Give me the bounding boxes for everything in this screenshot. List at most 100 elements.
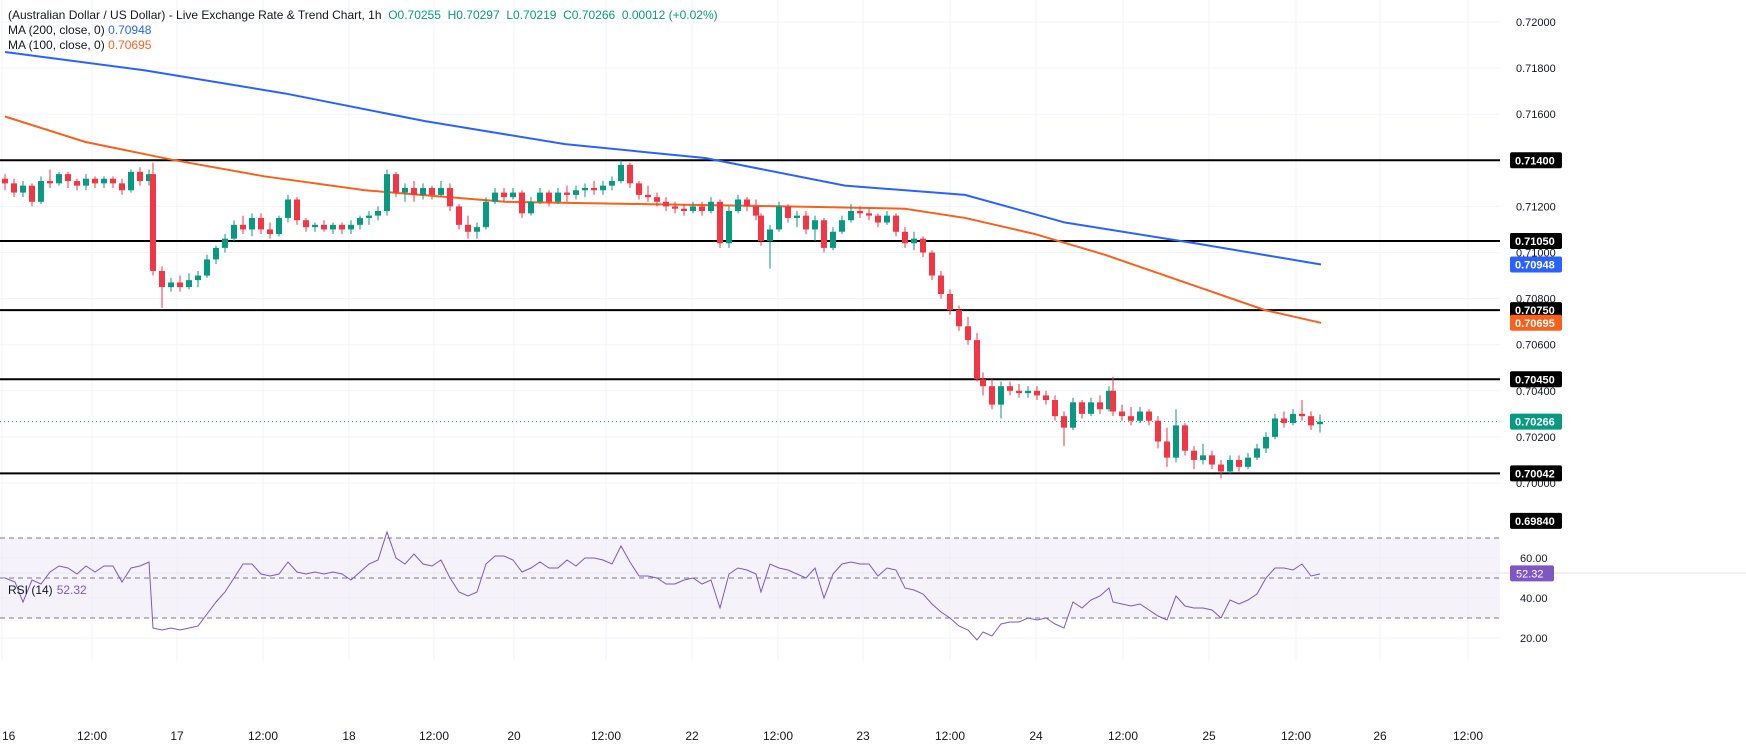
candle-body <box>848 211 854 221</box>
candle <box>195 270 201 288</box>
candle <box>1137 406 1143 424</box>
candle <box>1043 390 1049 405</box>
candle-body <box>348 224 354 230</box>
rsi-tick-label: 60.00 <box>1520 553 1548 565</box>
candle-body <box>1146 411 1152 421</box>
candle-body <box>1155 420 1161 442</box>
candle <box>1155 416 1161 449</box>
candle <box>119 178 125 195</box>
candle <box>465 215 471 239</box>
candle <box>708 197 714 214</box>
candle <box>636 181 642 200</box>
candle <box>767 224 773 269</box>
candle-body <box>510 192 516 198</box>
time-tick-label: 26 <box>1373 729 1387 743</box>
candle <box>204 254 210 278</box>
ma100-value: 0.70695 <box>108 38 152 52</box>
candle-body <box>240 224 246 230</box>
candle-body <box>294 199 300 221</box>
candle <box>681 204 687 216</box>
candle-body <box>1079 402 1085 414</box>
candle-body <box>38 181 44 202</box>
candle <box>1218 459 1224 479</box>
candle <box>1281 411 1287 428</box>
time-axis[interactable]: 16 12:00 17 12:00 18 12:00 20 12:00 22 12:00 23 12:… <box>2 729 1483 743</box>
ma200-price-tag: 0.70948 <box>1510 256 1562 273</box>
candle-body <box>618 164 624 182</box>
candle <box>821 217 827 253</box>
candle <box>213 245 219 265</box>
candle-body <box>591 187 597 191</box>
candle-body <box>875 215 881 223</box>
candle <box>1052 395 1058 421</box>
candle-body <box>1245 457 1251 467</box>
price-tag-text: 0.70042 <box>1515 468 1555 480</box>
candle <box>794 211 800 228</box>
time-tick-label: 24 <box>1029 729 1043 743</box>
candle <box>20 181 26 198</box>
candle-body <box>438 187 444 195</box>
rsi-legend[interactable]: RSI (14) 52.32 <box>8 583 87 597</box>
candle <box>1025 386 1031 398</box>
candle-body <box>1236 459 1242 467</box>
price-tag-bg <box>1510 256 1562 273</box>
candle-body <box>708 201 714 212</box>
candle <box>726 206 732 248</box>
candle <box>1164 427 1170 467</box>
candle-body <box>920 238 926 253</box>
candle-body <box>636 183 642 195</box>
candle <box>1007 381 1013 396</box>
candle-body <box>465 224 471 232</box>
candle <box>501 187 507 202</box>
candle <box>510 187 516 200</box>
legend-row-ma100[interactable]: MA (100, close, 0) 0.70695 <box>8 38 718 53</box>
candle <box>929 250 935 281</box>
candle-body <box>699 206 705 212</box>
candle <box>249 213 255 237</box>
close-value: C0.70266 <box>560 8 615 22</box>
time-tick-label: 16 <box>2 729 16 743</box>
candle <box>456 204 462 230</box>
candle-body <box>753 206 759 216</box>
candle-body <box>276 217 282 235</box>
legend-row-ma200[interactable]: MA (200, close, 0) 0.70948 <box>8 23 718 38</box>
candle <box>564 185 570 202</box>
candle-body <box>101 178 107 184</box>
ma200-value: 0.70948 <box>108 23 152 37</box>
ma100-price-tag: 0.70695 <box>1510 314 1562 331</box>
candle <box>294 197 300 225</box>
candle-body <box>258 217 264 230</box>
price-axis[interactable]: 0.720000.718000.716000.712000.710000.708… <box>1510 17 1562 645</box>
candle <box>753 199 759 221</box>
candle-body <box>1290 413 1296 424</box>
candle <box>1106 386 1112 412</box>
candle <box>1263 432 1269 454</box>
candle <box>101 176 107 188</box>
price-tag-text: 0.69840 <box>1515 516 1555 528</box>
candle-body <box>1191 450 1197 460</box>
candle-body <box>1182 425 1188 451</box>
time-tick-label: 22 <box>685 729 699 743</box>
candle <box>92 176 98 188</box>
candle <box>537 187 543 205</box>
candle-body <box>1218 464 1224 472</box>
candle-body <box>1254 448 1260 458</box>
candle-body <box>74 181 80 186</box>
rsi-tick-label: 20.00 <box>1520 633 1548 645</box>
candle <box>74 178 80 191</box>
candle-body <box>663 201 669 207</box>
candle-body <box>456 206 462 225</box>
candle-body <box>537 192 543 202</box>
candle-body <box>366 215 372 218</box>
candle-body <box>1119 411 1125 417</box>
candle <box>717 199 723 248</box>
candle-body <box>600 185 606 191</box>
candle-body <box>1200 455 1206 460</box>
candle <box>1128 406 1134 426</box>
candle-body <box>213 247 219 260</box>
candle-body <box>609 181 615 186</box>
level-price-tag: 0.71400 <box>1510 152 1562 169</box>
candle-body <box>794 215 800 218</box>
candle-body <box>177 282 183 288</box>
